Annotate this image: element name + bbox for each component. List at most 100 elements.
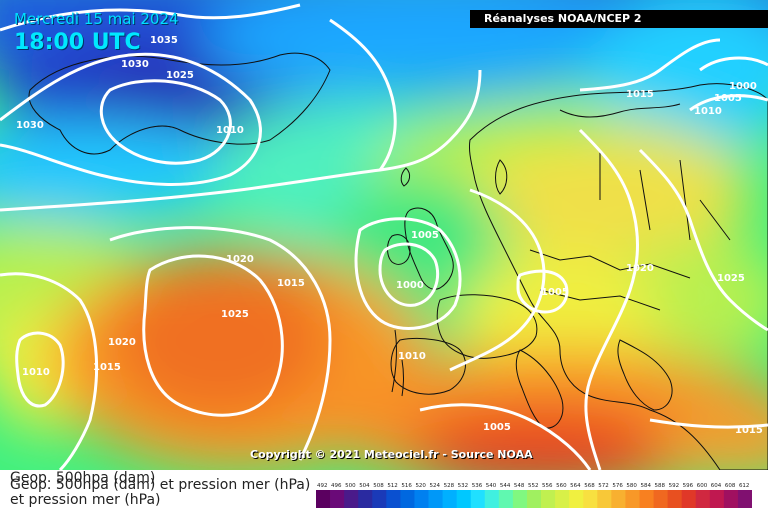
colorbar-cell — [737, 490, 752, 508]
colorbar-tick-label: 520 — [415, 483, 426, 489]
colorbar-cell — [400, 490, 415, 508]
isobar-label: 1015 — [93, 362, 121, 373]
colorbar-cell — [709, 490, 725, 508]
map-title-line-3: et pression mer (hPa) — [10, 492, 161, 508]
isobar-labels: 1035 1030 1025 1030 1010 1015 1000 1005 … — [16, 35, 763, 436]
isobar-label: 1020 — [108, 337, 136, 348]
colorbar-cell — [569, 490, 584, 508]
colorbar-cell — [526, 490, 542, 508]
colorbar-cell — [442, 490, 458, 508]
colorbar-cell — [456, 490, 472, 508]
colorbar-cell — [541, 490, 556, 508]
colorbar-tick-label: 600 — [697, 483, 708, 489]
colorbar-cell — [428, 490, 443, 508]
isobar-label: 1010 — [216, 125, 244, 136]
isobar-label: 1020 — [226, 254, 254, 265]
colorbar-cell — [470, 490, 486, 508]
colorbar-tick-label: 572 — [598, 483, 609, 489]
isobar-label: 1005 — [714, 93, 742, 104]
colorbar-cell — [695, 490, 711, 508]
colorbar-cell — [555, 490, 570, 508]
colorbar-tick-label: 560 — [556, 483, 567, 489]
isobar-label: 1025 — [166, 70, 194, 81]
colorbar-cell — [667, 490, 683, 508]
colorbar-cells — [316, 490, 752, 508]
colorbar-tick-label: 568 — [584, 483, 595, 489]
colorbar-tick-label: 592 — [669, 483, 680, 489]
colorbar-tick-label: 512 — [387, 483, 398, 489]
colorbar-tick-label: 552 — [528, 483, 539, 489]
colorbar-cell — [639, 490, 654, 508]
isobar-label: 1035 — [150, 35, 178, 46]
colorbar-tick-label: 496 — [331, 483, 342, 489]
colorbar-tick-label: 516 — [401, 483, 412, 489]
colorbar-tick-label: 564 — [570, 483, 581, 489]
colorbar-cell — [498, 490, 514, 508]
colorbar-tick-label: 528 — [444, 483, 455, 489]
colorbar-cell — [611, 490, 626, 508]
map-time: 18:00 UTC — [14, 30, 141, 55]
colorbar-tick-label: 504 — [359, 483, 370, 489]
colorbar-tick-label: 612 — [739, 483, 750, 489]
isobar-label: 1005 — [483, 422, 511, 433]
isobar-label: 1010 — [694, 106, 722, 117]
isobar-label: 1005 — [411, 230, 439, 241]
copyright-notice: Copyright © 2021 Meteociel.fr - Source N… — [250, 448, 533, 461]
isobar-label: 1015 — [735, 425, 763, 436]
colorbar-tick-label: 508 — [373, 483, 384, 489]
isobar-label: 1020 — [626, 263, 654, 274]
colorbar-tick-label: 548 — [514, 483, 525, 489]
colorbar-tick-label: 588 — [655, 483, 666, 489]
data-source-label: Réanalyses NOAA/NCEP 2 — [470, 10, 768, 28]
colorbar-tick-label: 580 — [626, 483, 637, 489]
map-title-line-1: Geop. 500hpa (dam) — [10, 470, 156, 486]
isobar-label: 1000 — [396, 280, 424, 291]
colorbar-tick-label: 540 — [486, 483, 497, 489]
isobar-label: 1010 — [22, 367, 50, 378]
colorbar-cell — [484, 490, 500, 508]
isobar-lines — [0, 3, 768, 470]
map-date: Mercredi 15 mai 2024 — [14, 10, 179, 28]
isobar-label: 1000 — [729, 81, 757, 92]
colorbar-cell — [414, 490, 429, 508]
colorbar-cell — [386, 490, 401, 508]
colorbar-cell — [625, 490, 640, 508]
colorbar-cell — [681, 490, 697, 508]
colorbar-cell — [330, 490, 345, 508]
colorbar-cell — [512, 490, 528, 508]
colorbar-tick-label: 500 — [345, 483, 356, 489]
weather-map: 1035 1030 1025 1030 1010 1015 1000 1005 … — [0, 0, 768, 470]
geopotential-field — [0, 0, 768, 470]
colorbar-ticks: 492 496 500 504 508 512 516 520 524 528 532 536 540 5… — [317, 483, 749, 489]
colorbar-cell — [344, 490, 359, 508]
isobar-label: 1015 — [626, 89, 654, 100]
isobar-label: 1015 — [277, 278, 305, 289]
coastlines — [28, 52, 768, 470]
colorbar-tick-label: 608 — [725, 483, 736, 489]
isobar-label: 1030 — [121, 59, 149, 70]
isobar-label: 1005 — [541, 287, 569, 298]
colorbar-tick-label: 556 — [542, 483, 553, 489]
colorbar-tick-label: 492 — [317, 483, 328, 489]
colorbar-cell — [358, 490, 373, 508]
map-title-line-2: Geop. 500hpa (dam) et pression mer (hPa) — [10, 477, 311, 493]
colorbar-cell — [723, 490, 739, 508]
colorbar-tick-label: 584 — [640, 483, 651, 489]
colorbar-cell — [653, 490, 669, 508]
colorbar-cell — [583, 490, 598, 508]
colorbar: 492 496 500 504 508 512 516 520 524 528 532 536 540 5… — [316, 483, 752, 508]
colorbar-tick-label: 596 — [683, 483, 694, 489]
colorbar-tick-label: 604 — [711, 483, 722, 489]
colorbar-tick-label: 576 — [612, 483, 623, 489]
isobar-label: 1010 — [398, 351, 426, 362]
colorbar-tick-label: 536 — [472, 483, 483, 489]
colorbar-tick-label: 544 — [500, 483, 511, 489]
colorbar-cell — [597, 490, 612, 508]
isobar-label: 1025 — [717, 273, 745, 284]
colorbar-tick-label: 524 — [430, 483, 441, 489]
isobar-label: 1030 — [16, 120, 44, 131]
colorbar-cell — [316, 490, 331, 508]
isobar-label: 1025 — [221, 309, 249, 320]
colorbar-tick-label: 532 — [458, 483, 469, 489]
